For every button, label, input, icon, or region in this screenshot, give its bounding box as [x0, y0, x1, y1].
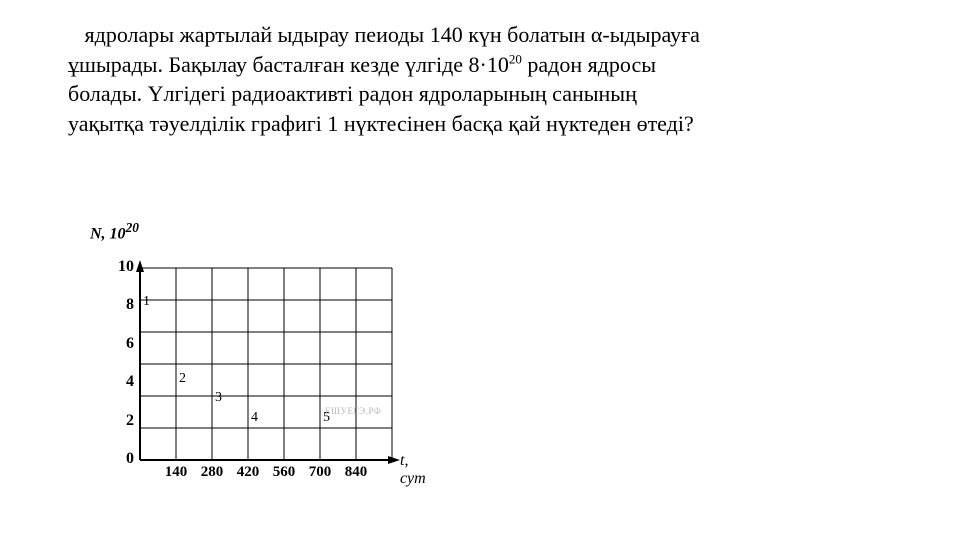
problem-text: ядролары жартылай ыдырау пеиоды 140 күн …: [68, 20, 748, 139]
problem-line-4: уақытқа тәуелділік графигі 1 нүктесінен …: [68, 111, 694, 136]
watermark-text: ЕШУЕГЭ.РФ: [325, 406, 381, 416]
problem-line-2-tail: радон ядросы: [522, 52, 656, 77]
chart-point-2: 2: [179, 371, 186, 387]
x-tick: 840: [341, 464, 371, 481]
chart-grid: [90, 230, 410, 480]
problem-line-3: болады. Үлгідегі радиоактивті радон ядро…: [68, 81, 637, 106]
x-axis-label: t, сут: [400, 452, 430, 488]
chart-point-1: 1: [143, 294, 150, 310]
y-tick: 10: [112, 258, 134, 276]
chart-point-3: 3: [215, 390, 222, 406]
x-tick: 420: [233, 464, 263, 481]
problem-line-2-sup: 20: [509, 51, 522, 66]
y-tick: 2: [112, 412, 134, 430]
chart-point-4: 4: [251, 410, 258, 426]
x-tick: 280: [197, 464, 227, 481]
x-tick: 560: [269, 464, 299, 481]
decay-chart: N, 1020 0246810 140280420560700840 12345…: [90, 220, 430, 500]
y-tick: 6: [112, 335, 134, 353]
problem-line-2: ұшырады. Бақылау басталған кезде үлгіде …: [68, 52, 509, 77]
y-tick: 4: [112, 373, 134, 391]
x-tick: 700: [305, 464, 335, 481]
y-tick: 8: [112, 296, 134, 314]
x-tick: 140: [161, 464, 191, 481]
y-tick: 0: [112, 450, 134, 468]
problem-line-1: ядролары жартылай ыдырау пеиоды 140 күн …: [68, 22, 700, 47]
